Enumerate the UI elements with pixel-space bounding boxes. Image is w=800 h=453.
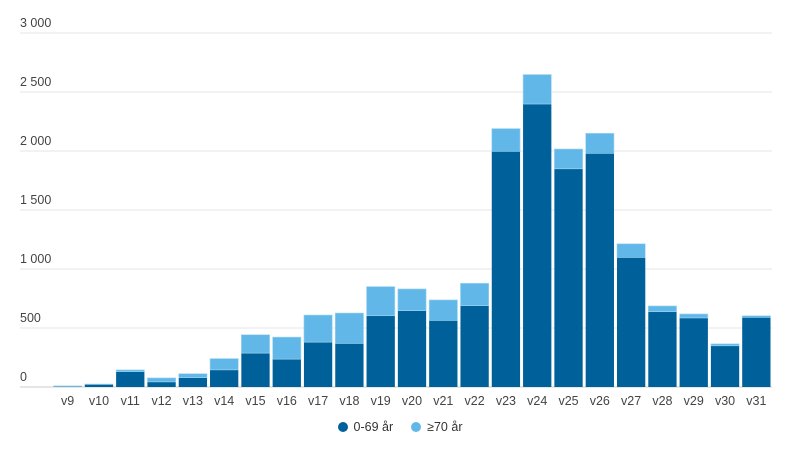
bar-v22-series-1[interactable] [460,282,490,306]
bar-v13-series-1[interactable] [178,373,208,378]
bar-v17-series-1[interactable] [303,314,333,343]
y-tick-label: 2 500 [20,75,51,89]
bar-v9-series-1[interactable] [53,385,83,387]
x-tick-label: v16 [277,394,297,408]
x-tick-label: v13 [183,394,203,408]
y-axis-ticks: 0 500 1 000 1 500 2 000 2 500 3 000 [20,16,51,384]
bar-v16-series-0[interactable] [272,359,301,387]
bar-v22-series-0[interactable] [460,305,489,387]
bar-v16-series-1[interactable] [272,336,302,360]
x-tick-label: v27 [621,394,641,408]
y-tick-label: 2 000 [20,134,51,148]
bar-v25-series-1[interactable] [554,148,583,170]
bar-v19-series-1[interactable] [366,286,396,317]
legend-label-70-plus: ≥70 år [427,420,463,434]
y-tick-label: 1 500 [20,193,51,207]
x-tick-label: v30 [715,394,735,408]
bar-v13-series-0[interactable] [178,377,208,387]
x-tick-label: v20 [402,394,422,408]
bar-v12-series-1[interactable] [147,377,177,383]
legend-label-0-69: 0-69 år [353,420,394,434]
x-tick-label: v12 [151,394,171,408]
bar-v29-series-1[interactable] [679,313,709,319]
legend-item-70-plus[interactable]: ≥70 år [411,420,462,434]
x-tick-label: v15 [245,394,265,408]
bar-v30-series-0[interactable] [710,345,740,387]
gridlines [20,32,772,388]
stacked-bar-chart: 0 500 1 000 1 500 2 000 2 500 3 000 v9 v10 v11 v1… [20,16,772,408]
bar-v17-series-0[interactable] [303,342,333,387]
bar-v23-series-0[interactable] [491,151,521,387]
x-tick-label: v17 [308,394,328,408]
x-tick-label: v26 [590,394,610,408]
bar-v20-series-0[interactable] [397,310,427,387]
bar-v12-series-0[interactable] [147,381,176,387]
x-tick-label: v21 [433,394,453,408]
bar-v24-series-0[interactable] [523,104,552,387]
bar-v14-series-0[interactable] [210,369,239,387]
bar-v18-series-0[interactable] [335,343,364,387]
x-tick-label: v22 [465,394,485,408]
bar-v21-series-1[interactable] [428,299,458,321]
x-tick-label: v29 [684,394,704,408]
legend: 0-69 år ≥70 år [0,420,800,434]
bar-v14-series-1[interactable] [209,358,239,371]
bar-v28-series-1[interactable] [647,305,677,313]
bar-v30-series-1[interactable] [710,343,740,347]
bar-v11-series-0[interactable] [116,371,145,387]
bar-v25-series-0[interactable] [554,168,583,387]
bar-v21-series-0[interactable] [429,320,458,387]
x-tick-label: v23 [496,394,516,408]
bar-v10-series-0[interactable] [84,384,114,387]
y-tick-label: 3 000 [20,16,51,30]
bar-v31-series-0[interactable] [742,317,771,387]
x-tick-label: v24 [527,394,547,408]
bar-v31-series-1[interactable] [741,315,771,318]
x-tick-label: v11 [121,394,140,408]
bar-v24-series-1[interactable] [522,74,552,105]
legend-swatch-70-plus [411,422,422,432]
y-tick-label: 500 [20,311,41,325]
bar-v27-series-0[interactable] [616,257,646,387]
bar-v18-series-1[interactable] [334,312,364,344]
bar-v26-series-1[interactable] [585,133,615,154]
bar-v11-series-1[interactable] [115,369,145,372]
bars [53,74,771,387]
x-tick-label: v25 [558,394,578,408]
bar-v15-series-1[interactable] [241,334,270,354]
x-tick-label: v9 [61,394,74,408]
bar-v27-series-1[interactable] [616,243,646,258]
bar-v15-series-0[interactable] [241,353,270,387]
legend-item-0-69[interactable]: 0-69 år [337,420,394,434]
y-tick-label: 0 [20,370,27,384]
x-tick-label: v10 [89,394,109,408]
x-axis-ticks: v9 v10 v11 v12 v13 v14 v15 v16 v17 v18 v19 v20 v21 v2… [61,394,766,408]
x-tick-label: v31 [746,394,766,408]
x-tick-label: v28 [652,394,672,408]
x-tick-label: v14 [214,394,234,408]
bar-v29-series-0[interactable] [679,317,708,387]
legend-swatch-0-69 [337,422,348,432]
bar-v20-series-1[interactable] [397,288,427,311]
y-tick-label: 1 000 [20,252,51,266]
x-tick-label: v19 [371,394,391,408]
bar-v28-series-0[interactable] [648,311,677,387]
bar-v23-series-1[interactable] [491,128,521,152]
x-tick-label: v18 [339,394,359,408]
bar-v26-series-0[interactable] [585,153,614,387]
bar-v19-series-0[interactable] [366,315,395,387]
